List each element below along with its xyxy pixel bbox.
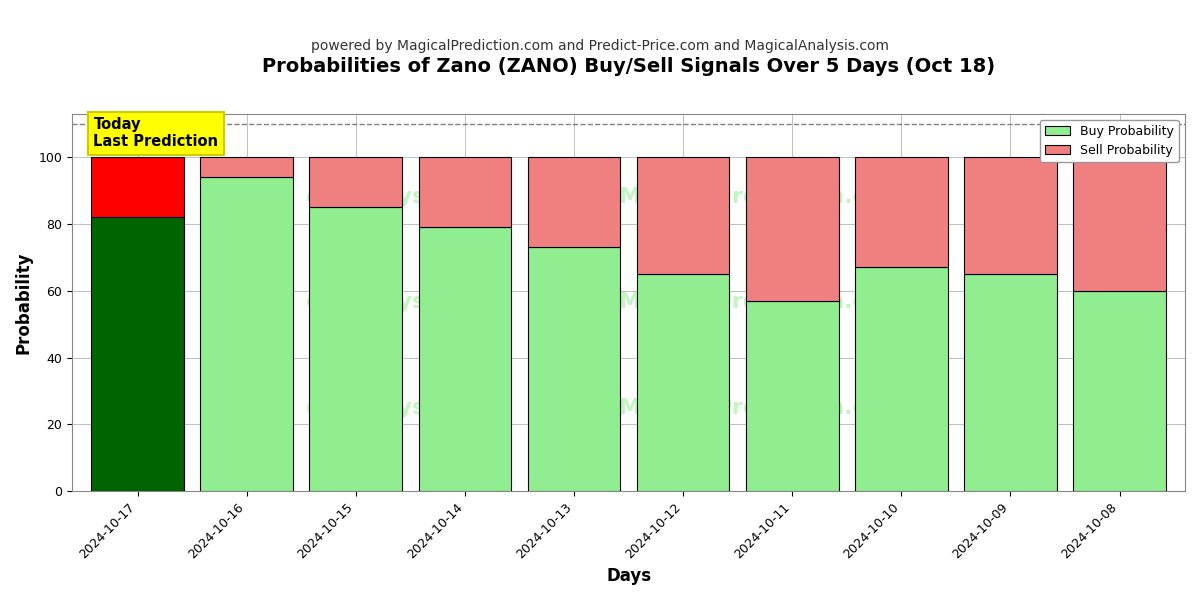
Bar (637, 274, 730, 491)
Bar (528, 247, 620, 491)
Bar (310, 207, 402, 491)
Bar (419, 227, 511, 491)
Bar (419, 157, 511, 227)
Text: calAnalysis.com: calAnalysis.com (306, 187, 506, 207)
Bar (854, 268, 948, 491)
X-axis label: Days: Days (606, 567, 652, 585)
Text: MagicalPrediction.com: MagicalPrediction.com (619, 292, 905, 313)
Bar (637, 157, 730, 274)
Text: calAnalysis.com: calAnalysis.com (306, 292, 506, 313)
Text: MagicalPrediction.com: MagicalPrediction.com (619, 398, 905, 418)
Bar (200, 157, 293, 177)
Bar (91, 157, 184, 217)
Bar (746, 157, 839, 301)
Bar (528, 157, 620, 247)
Bar (91, 217, 184, 491)
Bar (964, 157, 1057, 274)
Text: MagicalPrediction.com: MagicalPrediction.com (619, 187, 905, 207)
Legend: Buy Probability, Sell Probability: Buy Probability, Sell Probability (1040, 120, 1178, 162)
Text: calAnalysis.com: calAnalysis.com (306, 398, 506, 418)
Text: powered by MagicalPrediction.com and Predict-Price.com and MagicalAnalysis.com: powered by MagicalPrediction.com and Pre… (311, 39, 889, 53)
Bar (746, 301, 839, 491)
Bar (200, 177, 293, 491)
Bar (1073, 157, 1166, 291)
Bar (964, 274, 1057, 491)
Title: Probabilities of Zano (ZANO) Buy/Sell Signals Over 5 Days (Oct 18): Probabilities of Zano (ZANO) Buy/Sell Si… (262, 57, 995, 76)
Text: Today
Last Prediction: Today Last Prediction (94, 117, 218, 149)
Y-axis label: Probability: Probability (16, 251, 34, 354)
Bar (1073, 291, 1166, 491)
Bar (854, 157, 948, 268)
Bar (310, 157, 402, 207)
